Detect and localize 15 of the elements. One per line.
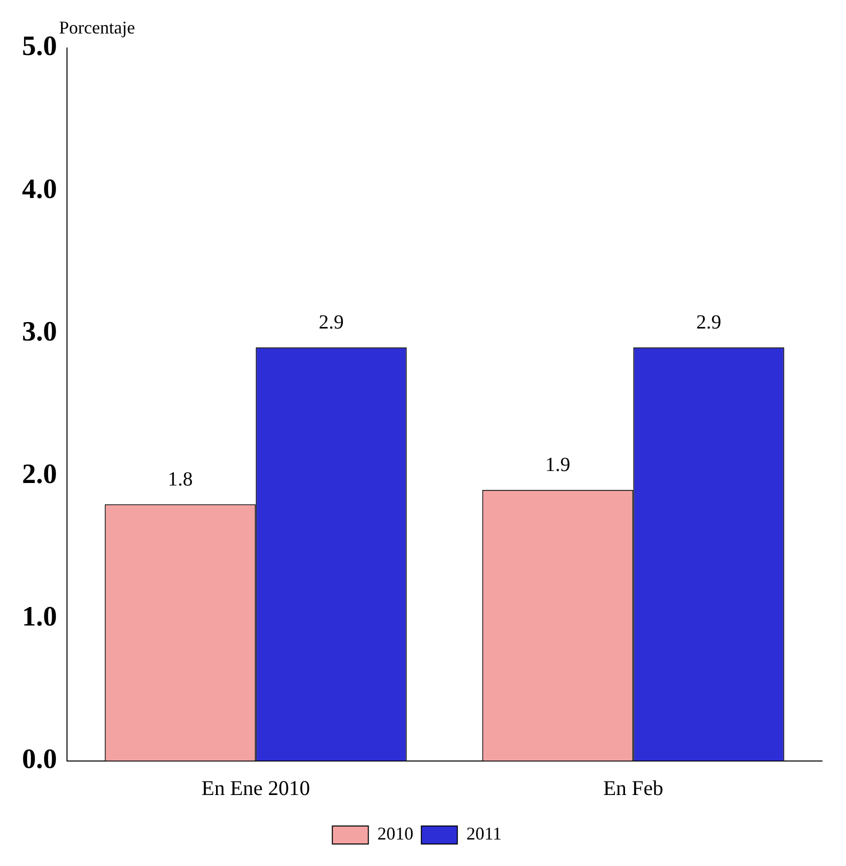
x-tick-label: En Ene 2010 bbox=[202, 776, 310, 800]
x-tick-label: En Feb bbox=[603, 776, 664, 800]
legend-label: 2010 bbox=[377, 824, 414, 844]
y-tick-label: 5.0 bbox=[22, 31, 57, 62]
data-label: 2.9 bbox=[318, 312, 344, 334]
y-tick-label: 2.0 bbox=[22, 458, 57, 490]
legend-label: 2011 bbox=[466, 824, 502, 844]
y-tick-label: 4.0 bbox=[22, 174, 57, 205]
y-tick-label: 3.0 bbox=[22, 316, 57, 348]
data-label: 2.9 bbox=[696, 312, 722, 334]
data-label: 1.8 bbox=[168, 468, 193, 490]
y-tick-label: 1.0 bbox=[22, 601, 57, 632]
data-label: 1.9 bbox=[545, 454, 570, 476]
y-axis-title: Porcentaje bbox=[59, 18, 135, 38]
y-tick-label: 0.0 bbox=[22, 744, 57, 776]
